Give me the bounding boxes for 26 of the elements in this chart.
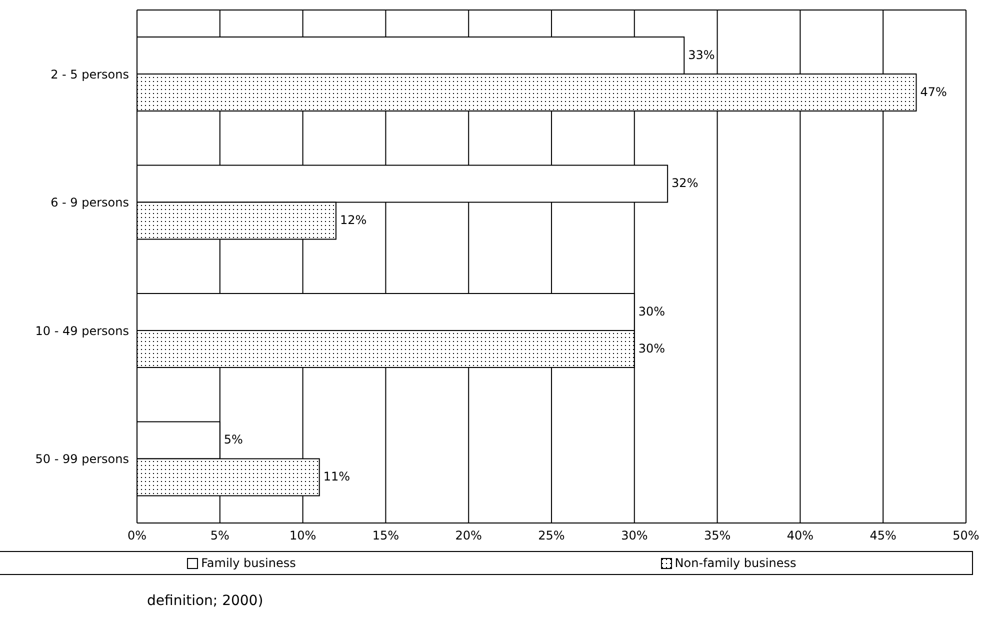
- x-tick-label: 15%: [372, 528, 400, 543]
- data-label: 33%: [688, 48, 715, 62]
- data-label: 30%: [638, 304, 666, 318]
- x-tick-label: 45%: [870, 528, 896, 543]
- y-tick-label: 6 - 9 persons: [50, 196, 129, 210]
- x-tick-label: 5%: [210, 528, 230, 543]
- x-tick-label: 0%: [127, 528, 147, 543]
- y-tick-label: 50 - 99 persons: [35, 452, 129, 466]
- x-tick-label: 25%: [538, 528, 565, 543]
- text: definition; 2000): [147, 593, 264, 609]
- data-label: 32%: [672, 176, 698, 190]
- x-tick-label: 10%: [289, 528, 316, 543]
- y-tick-label: 2 - 5 persons: [50, 67, 129, 82]
- x-tick-label: 20%: [455, 528, 482, 543]
- data-label: 47%: [920, 84, 947, 99]
- legend-label: Family business: [201, 556, 296, 570]
- legend-label: Non-family business: [674, 556, 796, 570]
- x-tick-label: 50%: [952, 528, 980, 543]
- data-label: 12%: [340, 213, 367, 228]
- data-label: 5%: [224, 432, 243, 447]
- x-tick-label: 30%: [621, 528, 648, 543]
- x-tick-label: 35%: [704, 528, 731, 543]
- x-tick-label: 40%: [786, 528, 814, 543]
- data-label: 30%: [638, 341, 666, 356]
- y-tick-label: 10 - 49 persons: [35, 324, 129, 338]
- data-label: 11%: [323, 470, 350, 484]
